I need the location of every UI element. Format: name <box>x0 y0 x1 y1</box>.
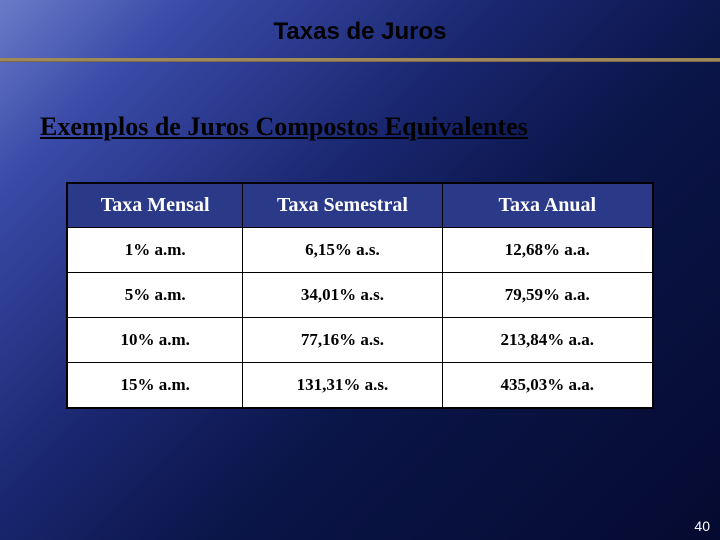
col-header-anual: Taxa Anual <box>442 183 653 228</box>
table-row: 1% a.m. 6,15% a.s. 12,68% a.a. <box>67 228 653 273</box>
cell-anual: 213,84% a.a. <box>442 318 653 363</box>
cell-semestral: 34,01% a.s. <box>243 273 442 318</box>
table-wrap: Taxa Mensal Taxa Semestral Taxa Anual 1%… <box>40 182 680 409</box>
cell-semestral: 131,31% a.s. <box>243 363 442 409</box>
table-header-row: Taxa Mensal Taxa Semestral Taxa Anual <box>67 183 653 228</box>
table-row: 10% a.m. 77,16% a.s. 213,84% a.a. <box>67 318 653 363</box>
content-area: Exemplos de Juros Compostos Equivalentes… <box>0 62 720 409</box>
col-header-mensal: Taxa Mensal <box>67 183 243 228</box>
page-number: 40 <box>694 518 710 534</box>
slide-subtitle: Exemplos de Juros Compostos Equivalentes <box>40 112 680 142</box>
title-area: Taxas de Juros <box>0 0 720 62</box>
rates-table: Taxa Mensal Taxa Semestral Taxa Anual 1%… <box>66 182 654 409</box>
col-header-semestral: Taxa Semestral <box>243 183 442 228</box>
cell-semestral: 6,15% a.s. <box>243 228 442 273</box>
cell-semestral: 77,16% a.s. <box>243 318 442 363</box>
cell-anual: 79,59% a.a. <box>442 273 653 318</box>
cell-mensal: 5% a.m. <box>67 273 243 318</box>
cell-mensal: 15% a.m. <box>67 363 243 409</box>
slide-title: Taxas de Juros <box>0 18 720 46</box>
cell-mensal: 10% a.m. <box>67 318 243 363</box>
cell-anual: 435,03% a.a. <box>442 363 653 409</box>
cell-mensal: 1% a.m. <box>67 228 243 273</box>
table-row: 5% a.m. 34,01% a.s. 79,59% a.a. <box>67 273 653 318</box>
cell-anual: 12,68% a.a. <box>442 228 653 273</box>
table-row: 15% a.m. 131,31% a.s. 435,03% a.a. <box>67 363 653 409</box>
